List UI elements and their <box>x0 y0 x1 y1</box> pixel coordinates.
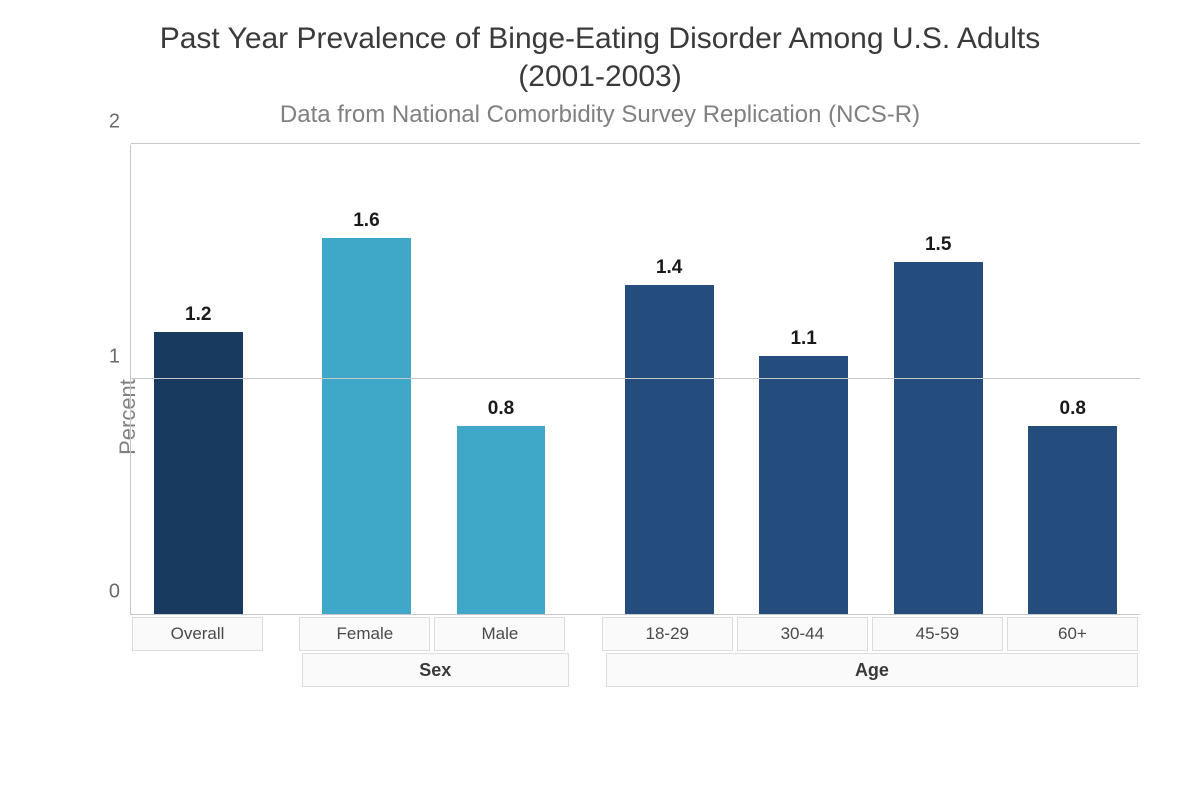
bar-value-label: 0.8 <box>488 398 514 420</box>
group-row: Sex Age <box>130 653 1140 689</box>
group-cell: Sex <box>302 653 569 687</box>
group-cell: Age <box>606 653 1138 687</box>
bar <box>625 285 714 614</box>
bar-slot: 1.2 <box>131 145 266 614</box>
bar-value-label: 0.8 <box>1060 398 1086 420</box>
chart-container: Past Year Prevalence of Binge-Eating Dis… <box>0 0 1200 800</box>
bar-slot: 0.8 <box>434 145 569 614</box>
bar <box>322 238 411 614</box>
bar-slot: 1.1 <box>736 145 871 614</box>
category-cell: 60+ <box>1007 617 1138 651</box>
chart-title-line1: Past Year Prevalence of Binge-Eating Dis… <box>160 22 1041 55</box>
group-spacer <box>132 653 265 687</box>
chart-title-line2: (2001-2003) <box>518 60 681 93</box>
category-cell: Overall <box>132 617 263 651</box>
y-tick: 2 <box>109 111 120 134</box>
y-tick: 0 <box>109 581 120 604</box>
bar-value-label: 1.6 <box>353 210 379 232</box>
bar <box>894 262 983 615</box>
bar-value-label: 1.1 <box>790 328 816 350</box>
y-axis: 012 <box>80 145 130 615</box>
bar-gap <box>266 145 300 614</box>
bar-slot: 1.6 <box>299 145 434 614</box>
gridline <box>131 378 1140 379</box>
chart-title: Past Year Prevalence of Binge-Eating Dis… <box>40 20 1160 95</box>
bar-slot: 1.4 <box>602 145 737 614</box>
gridline <box>131 143 1140 144</box>
group-gap <box>267 653 300 689</box>
bar <box>154 332 243 614</box>
group-gap <box>571 653 604 689</box>
bar-gap <box>568 145 602 614</box>
bar-slot: 0.8 <box>1005 145 1140 614</box>
bar-value-label: 1.4 <box>656 257 682 279</box>
category-cell: Female <box>299 617 430 651</box>
bar <box>759 356 848 615</box>
bar-slot: 1.5 <box>871 145 1006 614</box>
chart-subtitle: Data from National Comorbidity Survey Re… <box>40 101 1160 129</box>
y-tick: 1 <box>109 346 120 369</box>
bar <box>1028 426 1117 614</box>
category-cell: Male <box>434 617 565 651</box>
bar-value-label: 1.5 <box>925 234 951 256</box>
category-cell: 18-29 <box>602 617 733 651</box>
category-cell: 30-44 <box>737 617 868 651</box>
bars-row: 1.2 1.6 0.8 1.4 1.1 1.5 0.8 <box>131 145 1140 614</box>
bar-value-label: 1.2 <box>185 304 211 326</box>
category-gap <box>265 615 297 653</box>
bar <box>457 426 546 614</box>
category-gap <box>567 615 599 653</box>
plot-area: Percent 012 1.21.60.81.41.11.50.8 Overal… <box>130 145 1140 689</box>
category-cell: 45-59 <box>872 617 1003 651</box>
category-row: Overall FemaleMale 18-2930-4445-5960+ <box>130 615 1140 653</box>
bars-region: 1.2 1.6 0.8 1.4 1.1 1.5 0.8 <box>130 145 1140 615</box>
